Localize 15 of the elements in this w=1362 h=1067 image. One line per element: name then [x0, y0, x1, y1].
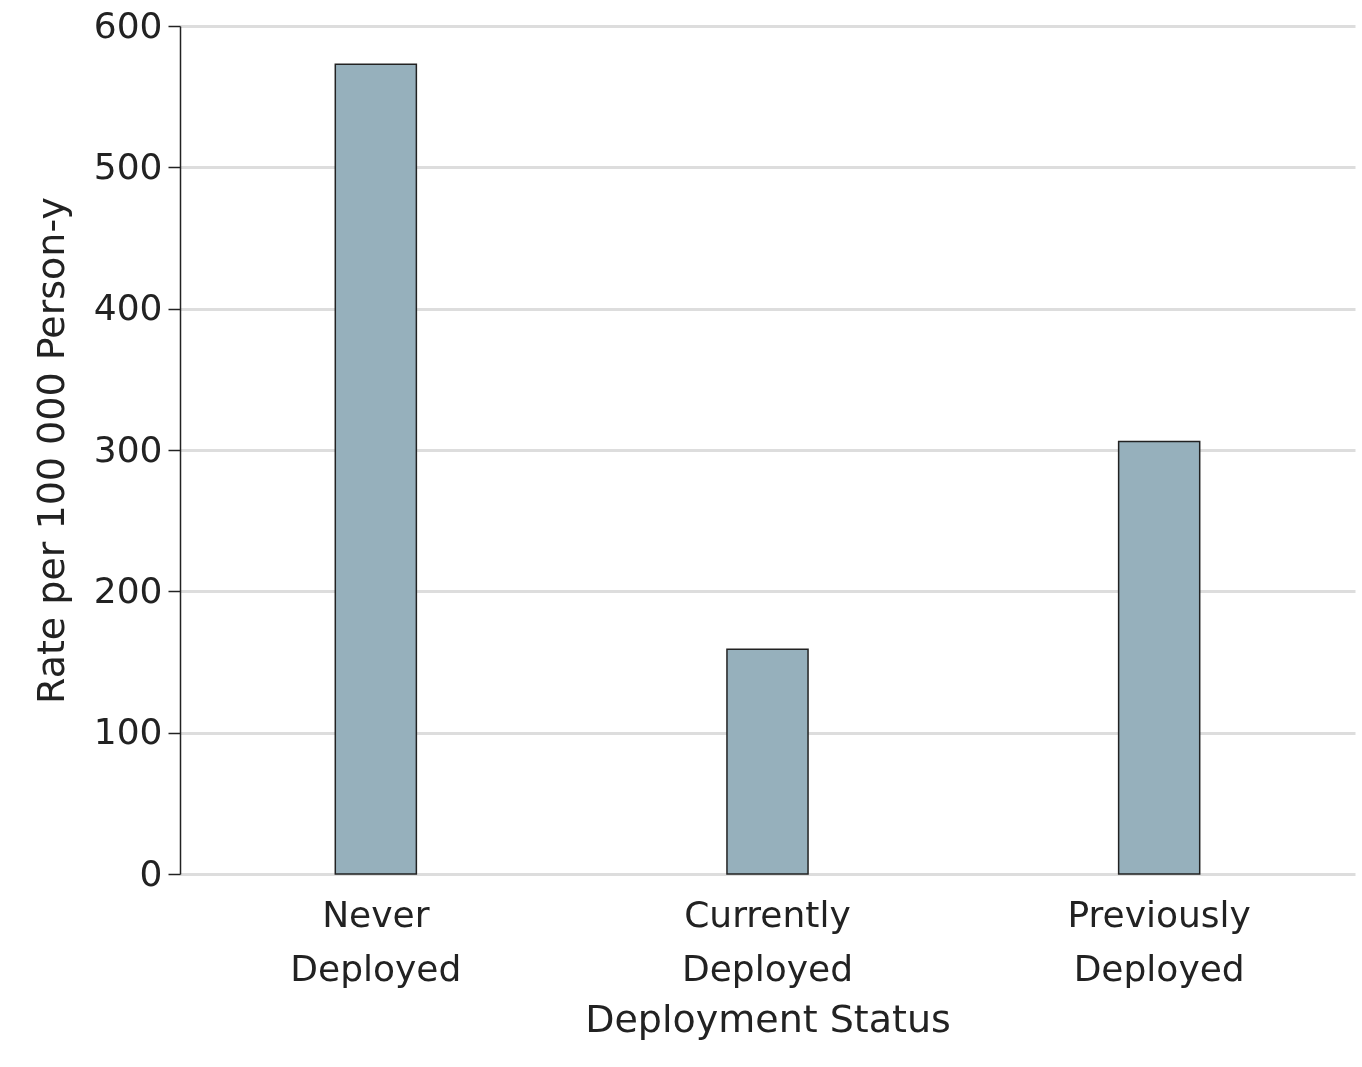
y-axis-title: Rate per 100 000 Person-y [28, 197, 73, 704]
y-tick-label: 300 [93, 428, 163, 470]
y-tick-label: 200 [93, 569, 163, 611]
x-tick-label: Never Deployed [290, 893, 462, 989]
y-tick-label: 400 [93, 287, 163, 329]
x-axis-title: Deployment Status [585, 996, 951, 1041]
bar [334, 63, 418, 875]
y-tick-label: 500 [93, 145, 163, 187]
bar [1117, 440, 1201, 875]
x-tick-label: Previously Deployed [1067, 893, 1251, 989]
y-tick-label: 600 [93, 4, 163, 46]
y-tick-label: 100 [93, 711, 163, 753]
bar [726, 648, 809, 875]
y-tick-label: 0 [139, 852, 163, 894]
x-tick-label: Currently Deployed [681, 893, 854, 989]
